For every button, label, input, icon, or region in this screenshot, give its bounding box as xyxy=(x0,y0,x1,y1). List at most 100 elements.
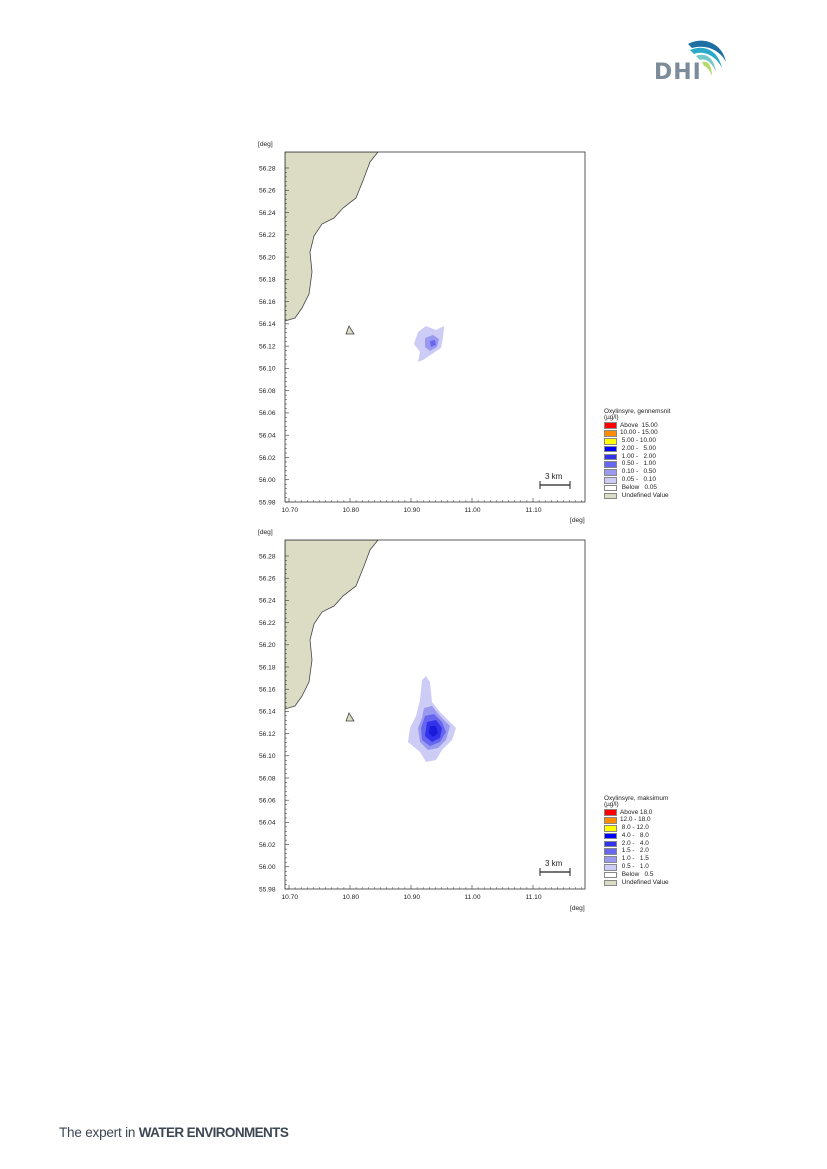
legend-top-item: 0.05 - 0.10 xyxy=(604,476,699,484)
coastline-land xyxy=(285,152,379,322)
y-tick-label: 56.20 xyxy=(259,642,276,649)
tagline-bold: WATER ENVIRONMENTS xyxy=(138,1125,289,1140)
scale-bar-top: 3 km xyxy=(539,472,571,489)
footer-tagline: The expert in WATER ENVIRONMENTS xyxy=(59,1125,289,1140)
legend-label: Above 15.00 xyxy=(620,421,658,429)
y-tick-label: 56.12 xyxy=(259,731,276,738)
scale-bar-bottom-label: 3 km xyxy=(545,859,563,868)
legend-swatch xyxy=(604,438,617,445)
legend-label: 12.0 - 18.0 xyxy=(620,816,651,824)
y-tick-label: 56.08 xyxy=(259,775,276,782)
legend-top-item: 0.50 - 1.00 xyxy=(604,461,699,469)
island-land xyxy=(345,712,355,722)
legend-swatch xyxy=(604,832,617,840)
legend-top-item: 0.10 - 0.50 xyxy=(604,468,699,477)
scale-bar-bottom: 3 km xyxy=(539,859,571,876)
legend-swatch xyxy=(604,879,617,887)
y-tick-label: 56.08 xyxy=(259,388,276,395)
legend-label: 0.5 - 1.0 xyxy=(620,863,649,871)
legend-label: 1.0 - 1.5 xyxy=(620,855,649,863)
y-tick-label: 55.98 xyxy=(259,886,276,893)
map-bottom-y-unit: [deg] xyxy=(258,529,273,536)
y-tick-label: 56.22 xyxy=(259,232,276,239)
legend-swatch xyxy=(604,461,617,468)
map-top-frame xyxy=(284,151,586,503)
legend-label: Below 0.05 xyxy=(620,483,657,491)
plume-core xyxy=(430,340,436,347)
legend-label: 1.00 - 2.00 xyxy=(620,452,656,460)
map-top-y-axis: 56.28 56.26 56.24 56.22 56.20 56.18 56.16 56.14… xyxy=(259,165,276,506)
dhi-wave-icon xyxy=(688,40,726,76)
legend-label: 1.5 - 2.0 xyxy=(620,847,649,855)
legend-swatch xyxy=(604,492,617,500)
y-tick-label: 56.10 xyxy=(259,366,276,373)
legend-bottom-item: Above 18.0 xyxy=(604,809,699,817)
legend-label: 2.0 - 4.0 xyxy=(620,839,649,847)
y-tick-label: 55.98 xyxy=(259,499,276,506)
legend-top: Oxylinsyre, gennemsnit (µg/l) Above 15.0… xyxy=(604,408,699,500)
legend-top-items: Above 15.00 10.00 - 15.00 5.00 - 10.00 2.… xyxy=(604,422,699,500)
legend-label: 0.50 - 1.00 xyxy=(620,460,656,468)
y-tick-label: 56.22 xyxy=(259,620,276,627)
x-tick-label: 11.00 xyxy=(465,894,481,901)
map-bottom: 56.28 56.26 56.24 56.22 56.20 56.18 56.16 56.14… xyxy=(258,529,586,912)
tagline-prefix: The expert in xyxy=(59,1125,136,1140)
map-bottom-y-axis: 56.28 56.26 56.24 56.22 56.20 56.18 56.16 56.14… xyxy=(259,553,276,893)
legend-bottom-item: 4.0 - 8.0 xyxy=(604,832,699,840)
x-tick-label: 10.90 xyxy=(404,894,421,901)
x-tick-label: 11.10 xyxy=(526,507,542,514)
legend-top-item: 2.00 - 5.00 xyxy=(604,445,699,453)
legend-swatch xyxy=(604,863,617,871)
legend-top-title: Oxylinsyre, gennemsnit xyxy=(604,408,671,415)
map-bottom-ticks xyxy=(285,555,583,890)
y-tick-label: 56.06 xyxy=(259,410,276,417)
y-tick-label: 56.26 xyxy=(259,576,276,583)
legend-label: 2.00 - 5.00 xyxy=(620,444,656,452)
legend-label: 5.00 - 10.00 xyxy=(620,437,656,445)
legend-label: 0.05 - 0.10 xyxy=(620,476,656,484)
legend-bottom-item: Below 0.5 xyxy=(604,871,699,879)
legend-bottom-item: 8.0 - 12.0 xyxy=(604,824,699,832)
map-top-ticks xyxy=(285,167,583,503)
legend-swatch xyxy=(604,453,617,461)
legend-bottom-item: 2.0 - 4.0 xyxy=(604,840,699,848)
y-tick-label: 56.24 xyxy=(259,598,276,605)
map-bottom-frame xyxy=(284,539,586,890)
coastline-land xyxy=(285,540,379,710)
dhi-logo: DHI xyxy=(650,36,732,86)
y-tick-label: 56.26 xyxy=(259,188,276,195)
legend-swatch xyxy=(604,430,617,437)
y-tick-label: 56.04 xyxy=(259,820,276,827)
y-tick-label: 56.00 xyxy=(259,477,276,484)
legend-top-unit: (µg/l) xyxy=(604,414,619,422)
legend-label: 10.00 - 15.00 xyxy=(620,429,658,437)
x-tick-label: 10.70 xyxy=(282,894,299,901)
y-tick-label: 56.02 xyxy=(259,842,276,849)
legend-label: 8.0 - 12.0 xyxy=(620,824,649,832)
legend-swatch xyxy=(604,817,617,824)
legend-bottom: Oxylinsyre, maksimum (µg/l) Above 18.0 12… xyxy=(604,795,699,887)
y-tick-label: 56.10 xyxy=(259,753,276,760)
y-tick-label: 56.24 xyxy=(259,210,276,217)
y-tick-label: 56.14 xyxy=(259,321,276,328)
legend-label: Below 0.5 xyxy=(620,870,654,878)
x-tick-label: 11.00 xyxy=(465,507,481,514)
y-tick-label: 56.16 xyxy=(259,687,276,694)
legend-bottom-item: 1.5 - 2.0 xyxy=(604,848,699,856)
legend-bottom-item: 0.5 - 1.0 xyxy=(604,863,699,871)
legend-swatch xyxy=(604,848,617,855)
legend-top-item: 5.00 - 10.00 xyxy=(604,437,699,445)
legend-top-item: 10.00 - 15.00 xyxy=(604,429,699,438)
y-tick-label: 56.28 xyxy=(259,553,276,560)
legend-swatch xyxy=(604,476,617,484)
legend-swatch xyxy=(604,445,617,453)
scale-bar-top-label: 3 km xyxy=(545,472,563,481)
legend-label: 0.10 - 0.50 xyxy=(620,468,656,476)
map-top-x-axis: 10.70 10.80 10.90 11.00 11.10 xyxy=(282,507,542,514)
legend-top-item: Below 0.05 xyxy=(604,484,699,492)
legend-swatch xyxy=(604,484,617,492)
island-land xyxy=(345,325,355,335)
legend-bottom-title: Oxylinsyre, maksimum xyxy=(604,795,669,802)
logo-text: DHI xyxy=(654,60,702,85)
y-tick-label: 56.18 xyxy=(259,664,276,671)
